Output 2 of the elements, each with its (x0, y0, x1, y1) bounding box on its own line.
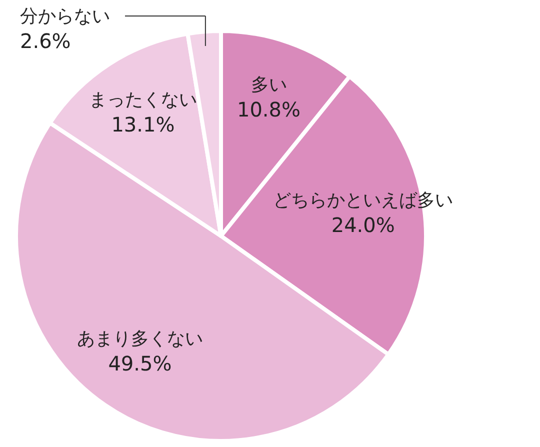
slice-label: 分からない (20, 6, 110, 27)
data-label: 2.6% (20, 29, 71, 53)
